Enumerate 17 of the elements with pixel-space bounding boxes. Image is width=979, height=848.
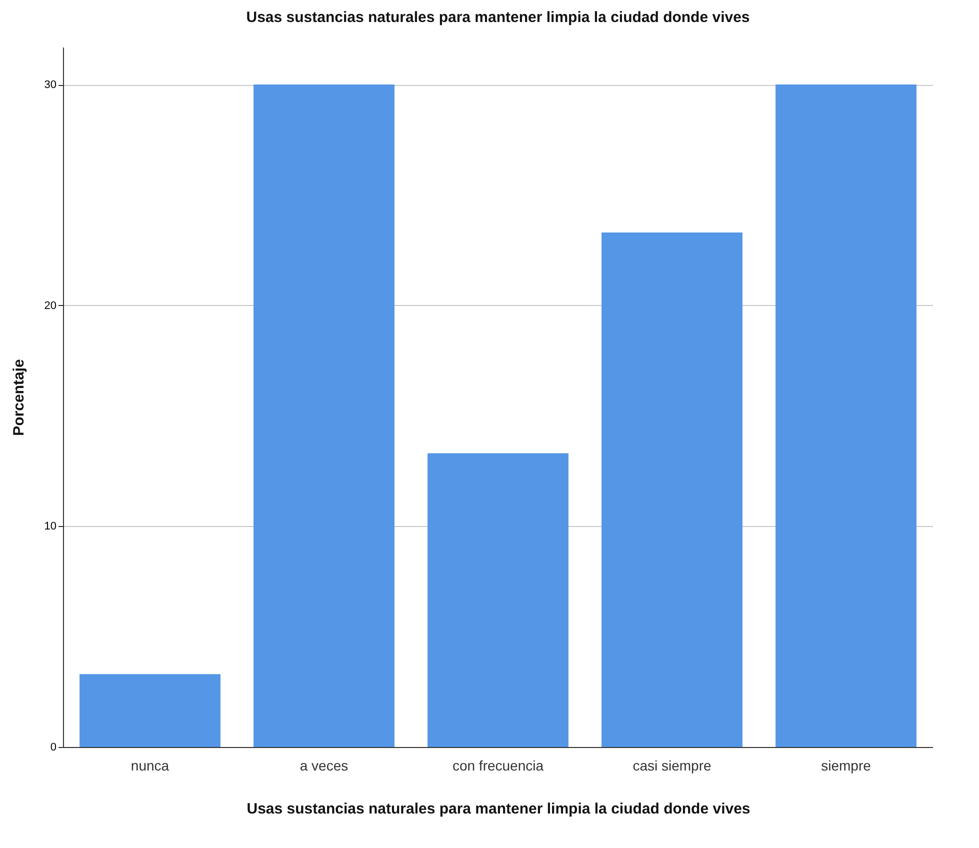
y-axis-title: Porcentaje [10,359,28,436]
x-tick-label: nunca [130,758,170,774]
y-tick-label: 30 [44,79,56,92]
x-tick-label: a veces [300,758,348,774]
bar [776,84,916,747]
x-tick-label: siempre [821,758,872,774]
x-tick-label: casi siempre [632,758,712,774]
bar [254,84,394,747]
bar [602,232,742,747]
y-tick-label: 20 [44,300,56,312]
chart-title: Usas sustancias naturales para mantener limpia la ciudad donde vives [246,9,750,26]
x-tick-label: con frecuencia [452,758,544,774]
y-tick-label: 10 [44,520,56,533]
bar [80,674,220,747]
y-tick-label: 0 [50,742,56,754]
x-axis-title: Usas sustancias naturales para mantener limpia la ciudad donde vives [246,800,750,818]
bar [428,453,568,747]
